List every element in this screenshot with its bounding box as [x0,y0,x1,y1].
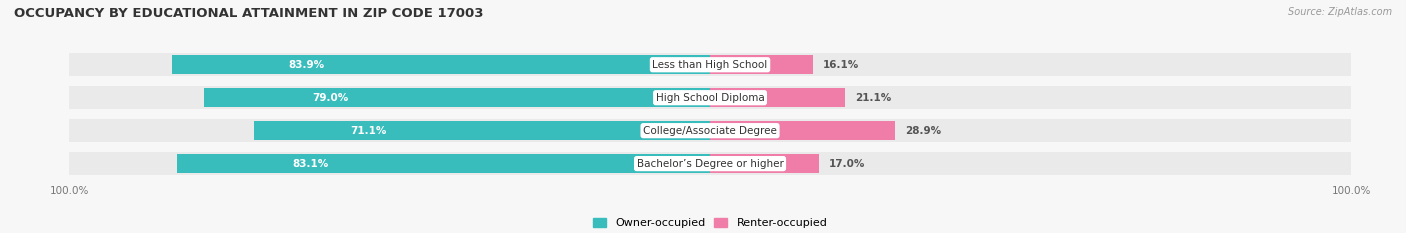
Text: Less than High School: Less than High School [652,60,768,70]
Text: Source: ZipAtlas.com: Source: ZipAtlas.com [1288,7,1392,17]
Bar [710,55,813,74]
Legend: Owner-occupied, Renter-occupied: Owner-occupied, Renter-occupied [588,214,832,233]
Text: 83.1%: 83.1% [292,159,329,169]
Bar [177,154,710,173]
Text: Bachelor’s Degree or higher: Bachelor’s Degree or higher [637,159,783,169]
Bar [69,86,1351,109]
Text: 28.9%: 28.9% [905,126,941,136]
Text: High School Diploma: High School Diploma [655,93,765,103]
Text: College/Associate Degree: College/Associate Degree [643,126,778,136]
Bar [69,53,1351,76]
Bar [710,121,896,140]
Bar [204,88,710,107]
Text: 79.0%: 79.0% [312,93,349,103]
Bar [173,55,710,74]
Text: 21.1%: 21.1% [855,93,891,103]
Bar [69,152,1351,175]
Bar [254,121,710,140]
Bar [69,119,1351,142]
Text: 16.1%: 16.1% [823,60,859,70]
Bar [710,154,818,173]
Text: 83.9%: 83.9% [288,60,325,70]
Text: 71.1%: 71.1% [350,126,387,136]
Text: 17.0%: 17.0% [828,159,865,169]
Text: OCCUPANCY BY EDUCATIONAL ATTAINMENT IN ZIP CODE 17003: OCCUPANCY BY EDUCATIONAL ATTAINMENT IN Z… [14,7,484,20]
Bar [710,88,845,107]
